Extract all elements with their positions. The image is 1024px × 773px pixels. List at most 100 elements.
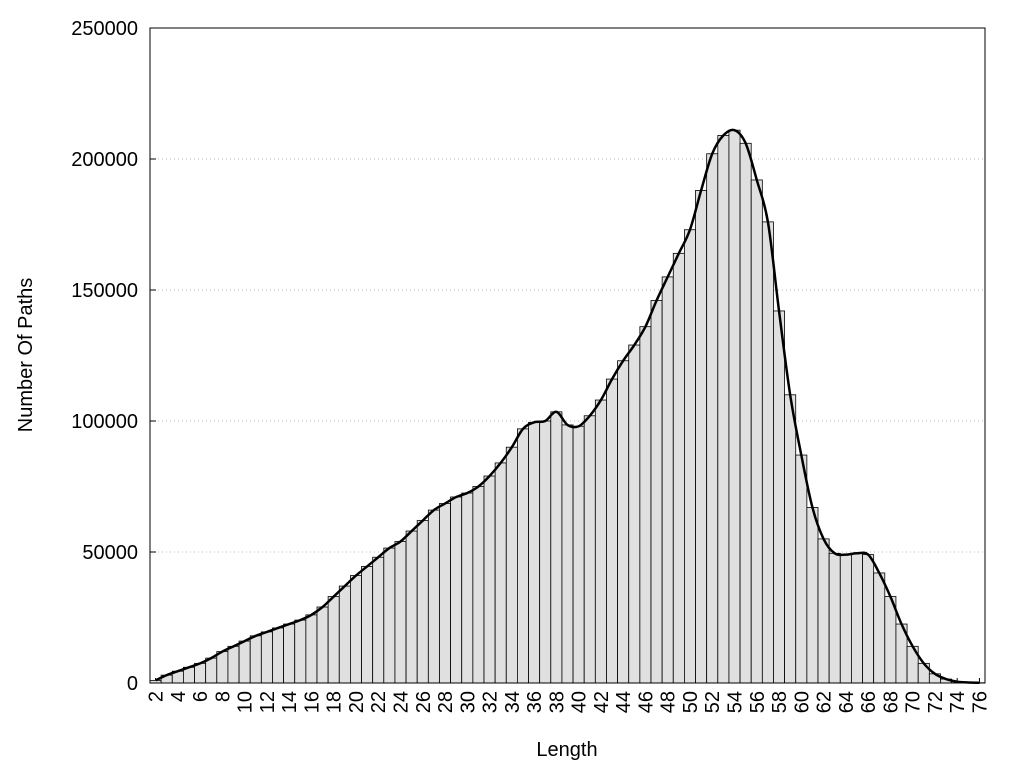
x-tick-label: 34 [502,691,524,713]
bar [673,253,684,683]
bar [306,615,317,683]
y-tick-label: 200000 [71,149,138,171]
bar [773,311,784,683]
bar [651,300,662,683]
x-axis-label: Length [536,739,597,761]
bar [785,395,796,683]
y-tick-label: 100000 [71,411,138,433]
bar [473,487,484,684]
bar [829,553,840,683]
bar [640,327,651,683]
x-tick-label: 10 [235,691,257,713]
bar [406,531,417,683]
bar [696,190,707,683]
x-tick-label: 8 [212,691,234,702]
bar [740,143,751,683]
x-tick-label: 52 [702,691,724,713]
y-tick-label: 250000 [71,18,138,40]
bar [840,555,851,683]
y-tick-label: 50000 [82,542,138,564]
x-tick-label: 70 [903,691,925,713]
bar [384,548,395,683]
bar [295,620,306,683]
x-tick-label: 26 [413,691,435,713]
bar [428,510,439,683]
bar [606,379,617,683]
bar [595,400,606,683]
bar [417,521,428,683]
bar [439,504,450,683]
bar [796,455,807,683]
bar [350,576,361,683]
x-tick-label: 60 [791,691,813,713]
bar [684,230,695,683]
bar [573,426,584,683]
bar [284,624,295,683]
x-tick-label: 36 [524,691,546,713]
x-tick-label: 58 [769,691,791,713]
bar [328,597,339,683]
bar [395,542,406,683]
x-tick-label: 20 [346,691,368,713]
x-tick-label: 74 [947,691,969,713]
x-tick-label: 16 [301,691,323,713]
bar [540,421,551,683]
bar [462,493,473,683]
x-tick-label: 24 [391,691,413,713]
bar [362,566,373,683]
bar [517,429,528,683]
bar [261,632,272,683]
x-tick-label: 68 [880,691,902,713]
bar [629,345,640,683]
bar [317,607,328,683]
bar [339,586,350,683]
bar [807,507,818,683]
bar [551,412,562,683]
bar [206,658,217,683]
bar [851,553,862,683]
bar [272,628,283,683]
x-tick-label: 12 [257,691,279,713]
x-tick-label: 18 [324,691,346,713]
x-tick-label: 22 [368,691,390,713]
x-tick-label: 56 [747,691,769,713]
bar [707,154,718,683]
x-tick-label: 6 [190,691,212,702]
bar [495,463,506,683]
x-tick-label: 28 [435,691,457,713]
x-tick-label: 14 [279,691,301,713]
x-tick-label: 4 [168,691,190,702]
x-tick-label: 2 [146,691,168,702]
x-tick-label: 72 [925,691,947,713]
x-tick-label: 44 [613,691,635,713]
bar [618,361,629,683]
x-tick-label: 48 [658,691,680,713]
x-tick-label: 50 [680,691,702,713]
x-tick-label: 30 [457,691,479,713]
x-tick-label: 76 [969,691,991,713]
bar [195,663,206,683]
bar [729,130,740,683]
bar [562,425,573,683]
bar [239,641,250,683]
bar [662,277,673,683]
x-tick-label: 32 [480,691,502,713]
x-tick-label: 40 [569,691,591,713]
y-tick-label: 0 [127,673,138,695]
x-tick-label: 54 [725,691,747,713]
bar [506,447,517,683]
bar [529,422,540,683]
x-tick-label: 62 [814,691,836,713]
bar [762,222,773,683]
bar [228,646,239,683]
bar [451,497,462,683]
bar [863,555,874,683]
bar [751,180,762,683]
bar [718,135,729,683]
x-tick-label: 64 [836,691,858,713]
y-tick-label: 150000 [71,280,138,302]
bar [217,652,228,683]
bar [874,573,885,683]
bar [250,636,261,683]
